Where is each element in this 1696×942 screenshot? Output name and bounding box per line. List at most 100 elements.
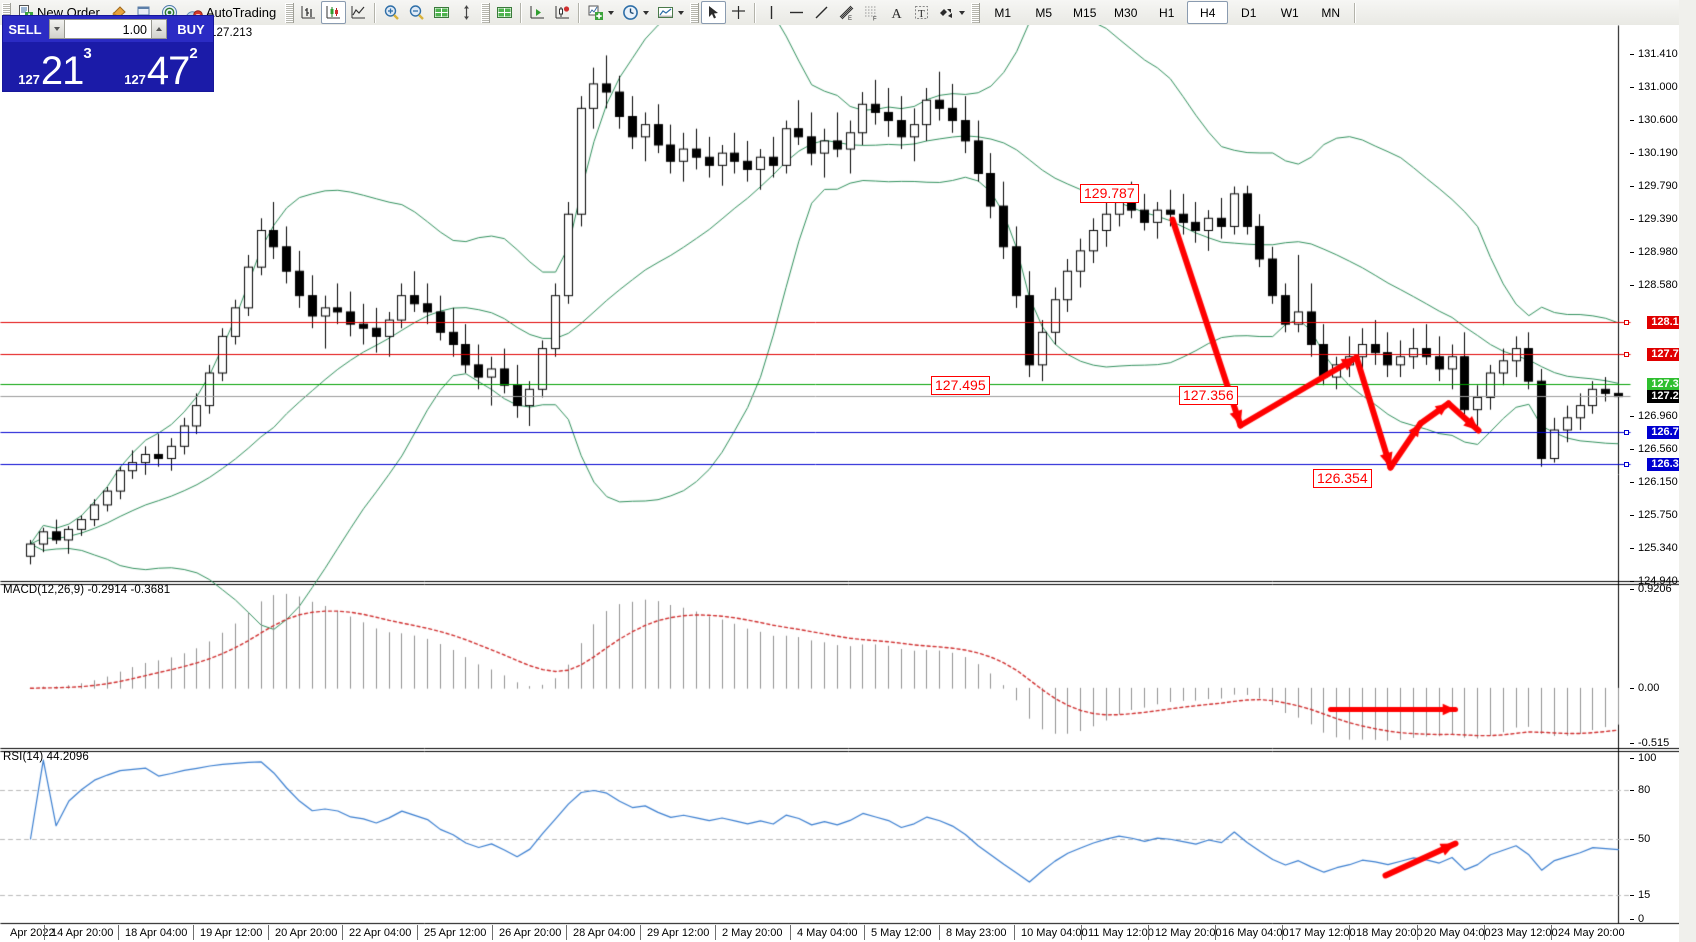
price-tick: 131.000 <box>1630 81 1696 93</box>
terminal2-button[interactable] <box>492 1 517 24</box>
time-axis-label: 14 Apr 20:00 <box>51 927 114 939</box>
tab-timeframe-d1[interactable]: D1 <box>1228 1 1269 24</box>
text-button[interactable]: A <box>884 1 909 24</box>
volume-input[interactable]: 1.00 <box>65 19 151 39</box>
trendline-button[interactable] <box>809 1 834 24</box>
horizontal-line-button[interactable] <box>784 1 809 24</box>
macd-tick: -0.515 <box>1630 737 1696 749</box>
anno-129787[interactable]: 129.787 <box>1080 184 1139 203</box>
chevron-down-icon-2[interactable] <box>643 10 650 15</box>
chevron-down-icon[interactable] <box>608 10 615 15</box>
sell-button[interactable]: SELL <box>3 16 47 42</box>
play-chart-icon <box>529 4 546 21</box>
text-label-button[interactable]: T <box>909 1 934 24</box>
vertical-scrollbar[interactable] <box>1679 0 1696 942</box>
zoom-in-button[interactable] <box>379 1 404 24</box>
zoom-out-icon <box>408 4 425 21</box>
tab-timeframe-w1[interactable]: W1 <box>1269 1 1310 24</box>
zoom-out-button[interactable] <box>404 1 429 24</box>
bar-chart-button[interactable] <box>296 1 321 24</box>
svg-text:E: E <box>848 16 852 21</box>
volume-decrease-button[interactable] <box>49 19 65 39</box>
time-axis-separator <box>193 925 194 940</box>
toolbar-grip-2[interactable] <box>285 2 295 23</box>
anno-127495[interactable]: 127.495 <box>931 376 990 395</box>
templates-button[interactable] <box>653 1 688 24</box>
time-axis-separator <box>1148 925 1149 940</box>
chart-canvas[interactable] <box>0 25 1696 942</box>
support-126377-handle[interactable] <box>1624 461 1629 467</box>
tab-timeframe-m1[interactable]: M1 <box>982 1 1023 24</box>
play-indicator-button[interactable] <box>525 1 550 24</box>
tab-timeframe-mn[interactable]: MN <box>1310 1 1351 24</box>
tester-button[interactable] <box>454 1 479 24</box>
price-tick: 126.560 <box>1630 443 1696 455</box>
tab-timeframe-m15[interactable]: M15 <box>1064 1 1105 24</box>
sell-price[interactable]: 127 21 3 <box>3 42 107 91</box>
terminal-button[interactable] <box>429 1 454 24</box>
time-axis-label: 2 May 20:00 <box>722 927 783 939</box>
tab-timeframe-h1[interactable]: H1 <box>1146 1 1187 24</box>
terminal-icon <box>433 4 450 21</box>
time-axis-separator <box>417 925 418 940</box>
volume-increase-button[interactable] <box>151 19 167 39</box>
indicators-button[interactable] <box>583 1 618 24</box>
cursor-button[interactable] <box>701 1 727 24</box>
toolbar-separator-5 <box>1354 2 1357 23</box>
templates-icon <box>657 4 674 21</box>
one-click-trading-panel[interactable]: SELL 1.00 BUY 127 21 3 127 47 2 <box>2 15 214 92</box>
buy-button[interactable]: BUY <box>169 16 213 42</box>
indicators-icon <box>587 4 604 21</box>
toolbar-grip-4[interactable] <box>690 2 700 23</box>
one-click-controls-row: SELL 1.00 BUY <box>3 16 213 42</box>
chevron-down-icon-3[interactable] <box>678 10 685 15</box>
resistance-128126-handle[interactable] <box>1624 319 1629 325</box>
toolbar-grip-5[interactable] <box>971 2 981 23</box>
chevron-down-icon-4[interactable] <box>959 10 966 15</box>
support-126769-handle[interactable] <box>1624 430 1629 436</box>
price-tick: 126.960 <box>1630 410 1696 422</box>
svg-text:F: F <box>873 17 877 22</box>
resistance-127722-handle[interactable] <box>1624 352 1629 358</box>
time-axis-label: 11 May 12:00 <box>1088 927 1154 939</box>
label-icon: T <box>913 4 930 21</box>
clock-icon <box>622 4 639 21</box>
tab-timeframe-m30[interactable]: M30 <box>1105 1 1146 24</box>
time-axis[interactable]: Apr 2022 14 Apr 20:00 18 Apr 04:00 19 Apr 1… <box>0 925 1696 942</box>
line-chart-icon <box>350 4 367 21</box>
tab-timeframe-m5[interactable]: M5 <box>1023 1 1064 24</box>
time-axis-label: 18 Apr 04:00 <box>125 927 188 939</box>
rsi-tick: 50 <box>1630 833 1696 845</box>
vertical-line-button[interactable] <box>759 1 784 24</box>
price-tick: 124.940 <box>1630 575 1696 587</box>
period-button[interactable] <box>618 1 653 24</box>
bar-chart-icon <box>300 4 317 21</box>
sell-price-big: 21 <box>40 49 84 91</box>
rsi-tick: 15 <box>1630 889 1696 901</box>
time-axis-separator <box>790 925 791 940</box>
time-axis-label: 19 Apr 12:00 <box>200 927 263 939</box>
time-axis-label: 10 May 04:00 <box>1021 927 1088 939</box>
anno-127356[interactable]: 127.356 <box>1179 386 1238 405</box>
equidistant-channel-button[interactable]: E <box>834 1 859 24</box>
tf-label-h1: H1 <box>1159 5 1175 20</box>
chart-area[interactable]: USDJPY-,H4 127.295 127.327 127.213 127.2… <box>0 25 1696 942</box>
tf-label-m1: M1 <box>994 5 1012 20</box>
autotrading-label: AutoTrading <box>205 5 277 20</box>
add-candle-button[interactable] <box>550 1 575 24</box>
candlestick-chart-button[interactable] <box>321 1 347 24</box>
shapes-button[interactable] <box>934 1 969 24</box>
toolbar-grip-3[interactable] <box>481 2 491 23</box>
tab-timeframe-h4[interactable]: H4 <box>1187 1 1229 24</box>
line-chart-button[interactable] <box>346 1 371 24</box>
crosshair-button[interactable] <box>726 1 751 24</box>
volume-stepper[interactable]: 1.00 <box>47 16 169 42</box>
price-tick: 128.580 <box>1630 279 1696 291</box>
time-axis-separator <box>1081 925 1082 940</box>
rsi-tick: 100 <box>1630 752 1696 764</box>
fibonacci-button[interactable]: F <box>859 1 884 24</box>
anno-126354[interactable]: 126.354 <box>1313 469 1372 488</box>
buy-price[interactable]: 127 47 2 <box>109 42 213 91</box>
toolbar-grip[interactable] <box>2 2 11 23</box>
tf-label-m15: M15 <box>1073 5 1097 20</box>
